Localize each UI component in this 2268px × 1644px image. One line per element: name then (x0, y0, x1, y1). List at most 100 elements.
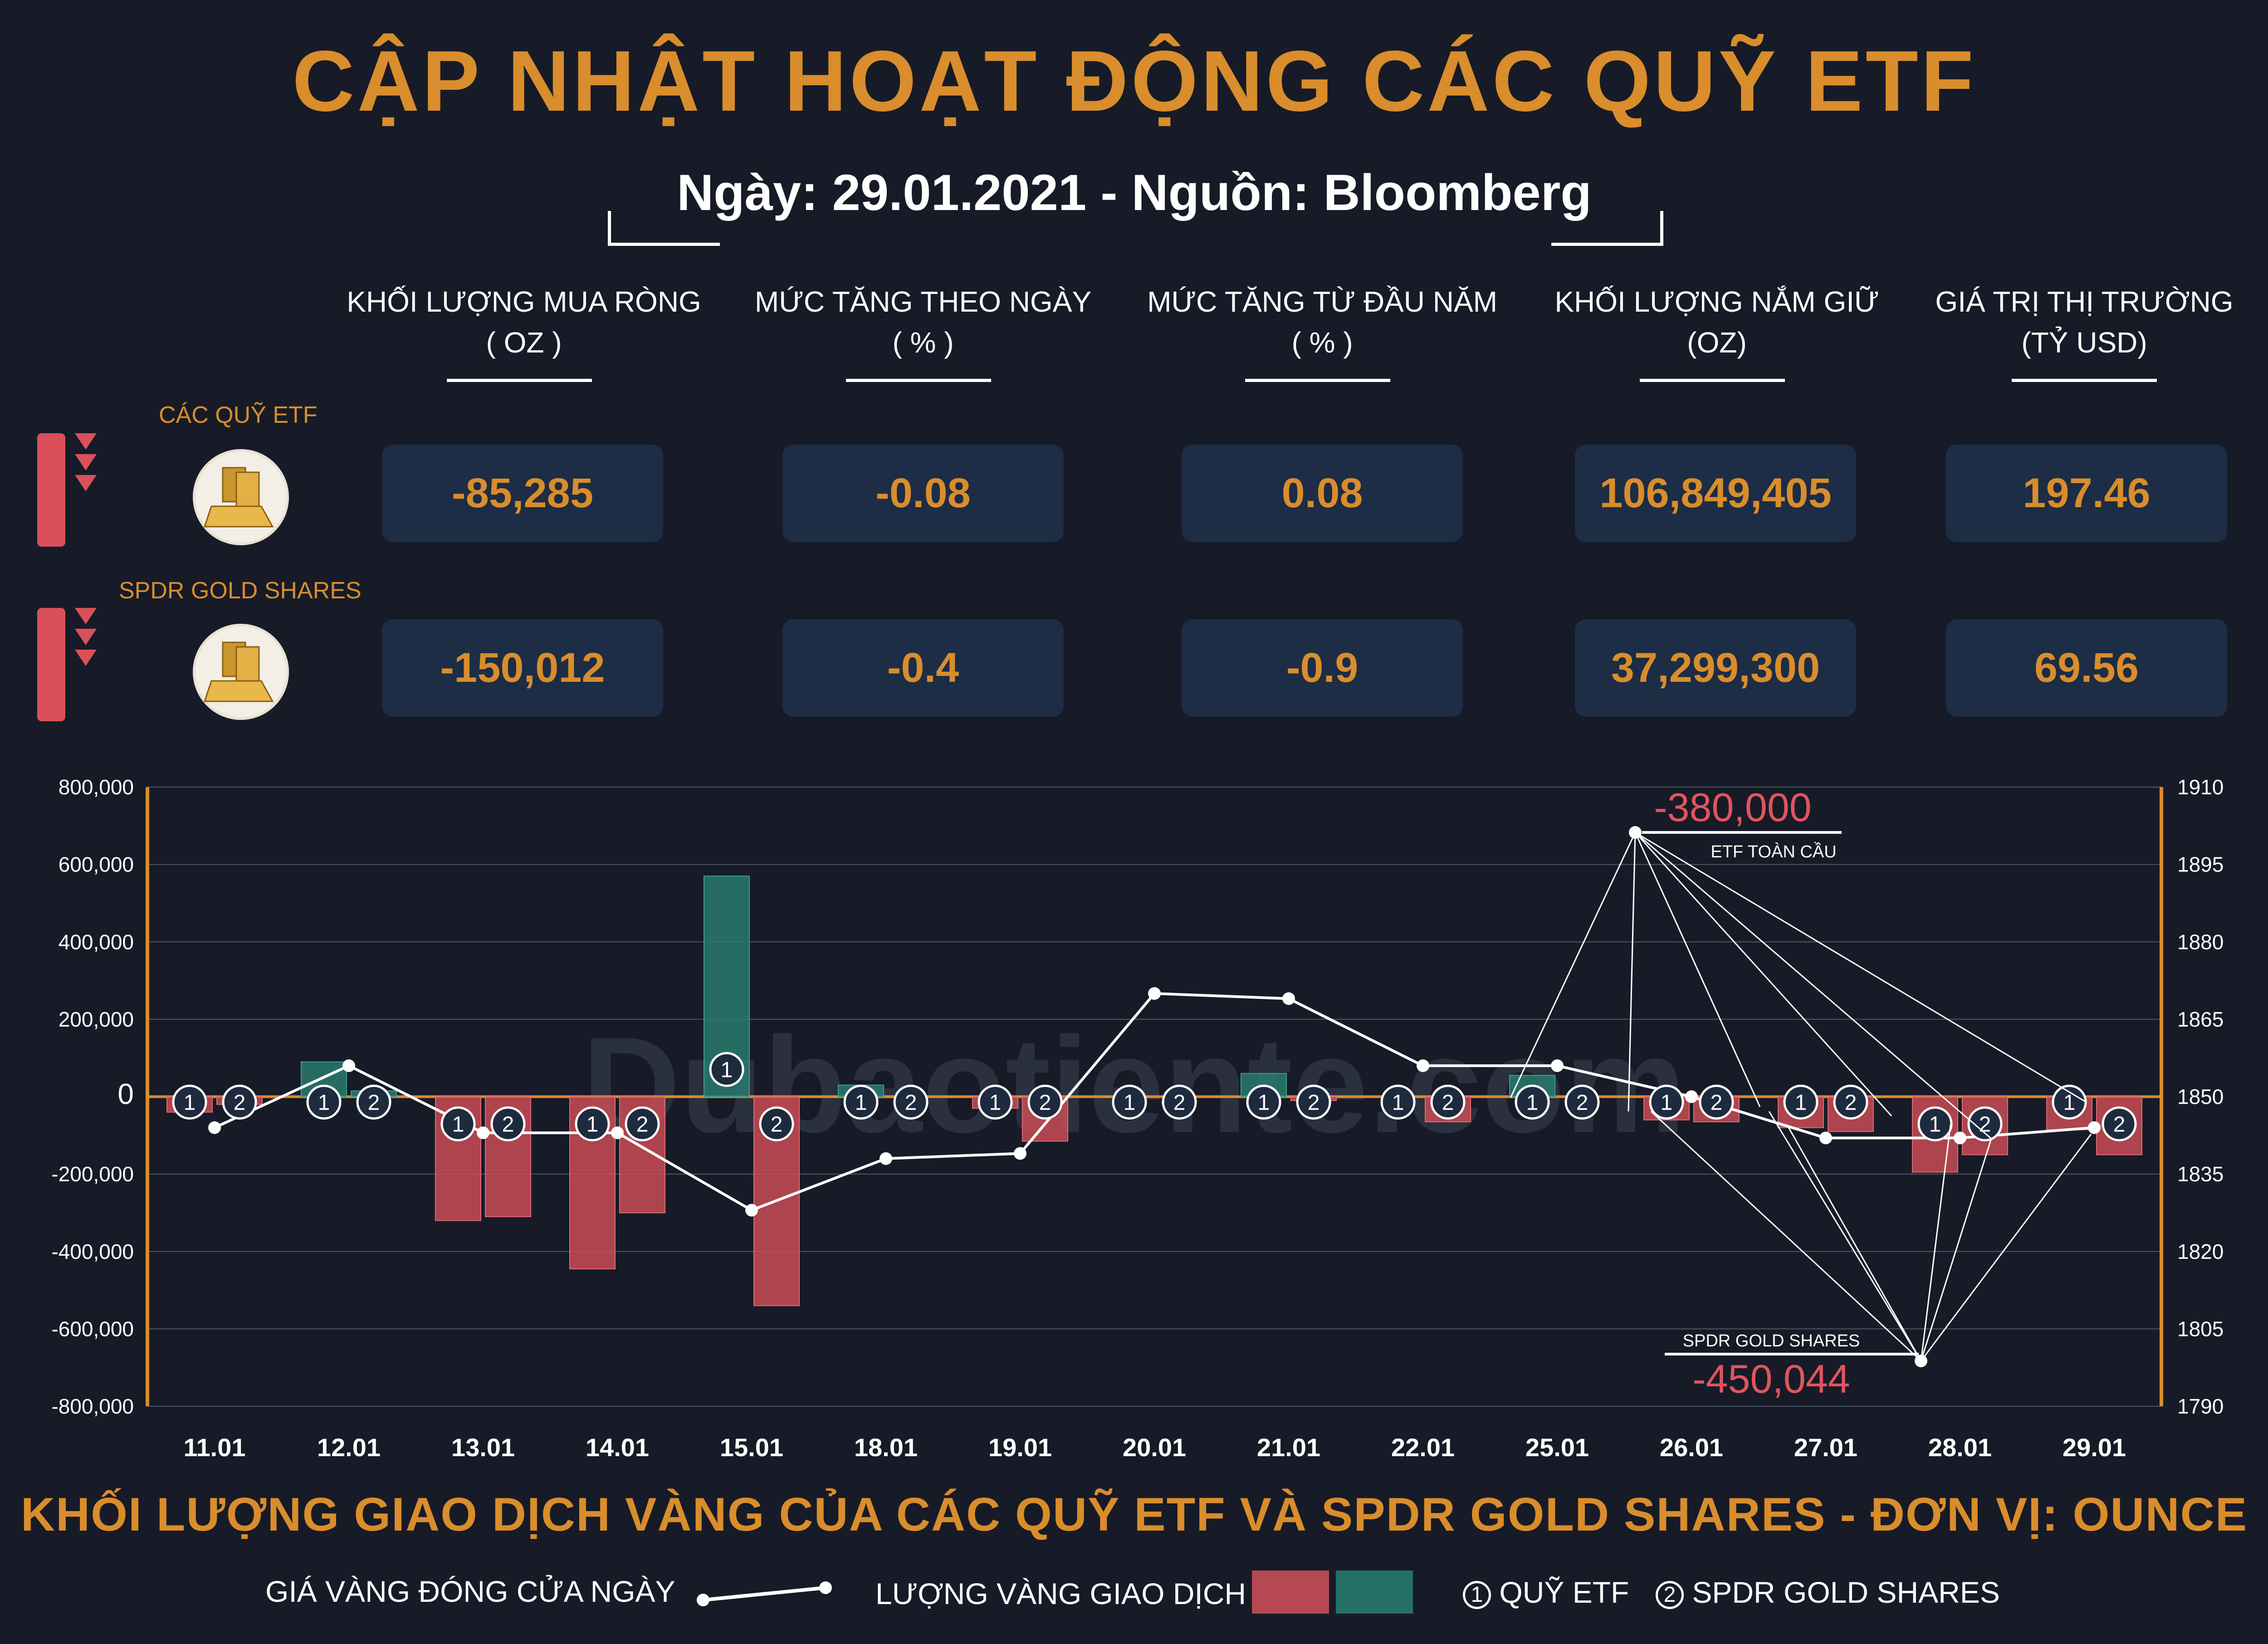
etf-marker-icon: 1 (1463, 1580, 1491, 1609)
series-marker (978, 1085, 1013, 1120)
price-point (1014, 1147, 1026, 1160)
y-tick-right: 1910 (2177, 775, 2224, 799)
y-tick-left: 400,000 (59, 930, 134, 954)
value-holdings-etf: 106,849,405 (1575, 445, 1856, 542)
y-tick-right: 1820 (2177, 1240, 2224, 1263)
series-marker-number: 1 (1795, 1091, 1807, 1115)
annotation-value-etf: -380,000 (1654, 785, 1811, 830)
price-point (1417, 1059, 1429, 1072)
series-marker-number: 1 (184, 1091, 196, 1115)
gold-bar-graphic (203, 467, 274, 528)
column-header-holdings: KHỐI LƯỢNG NẮM GIỮ (OZ) (1522, 281, 1912, 363)
column-header-line1: GIÁ TRỊ THỊ TRƯỜNG (1935, 285, 2234, 318)
series-marker-number: 1 (1258, 1091, 1270, 1115)
series-marker-number: 1 (318, 1091, 330, 1115)
x-tick-label: 11.01 (183, 1433, 245, 1462)
column-header-line1: MỨC TĂNG THEO NGÀY (754, 285, 1092, 318)
series-marker-number: 2 (368, 1091, 380, 1115)
y-tick-left: 0 (117, 1078, 134, 1111)
x-tick-label: 18.01 (854, 1433, 918, 1462)
column-header-line2: ( OZ ) (486, 326, 562, 359)
annotation-hub (1629, 826, 1642, 839)
x-tick-label: 15.01 (720, 1433, 783, 1462)
annotation-label-etf: ETF TOÀN CẦU (1711, 842, 1836, 861)
column-header-line2: (TỶ USD) (2021, 326, 2147, 359)
column-header-line2: (OZ) (1687, 326, 1747, 359)
grid-layer (147, 787, 2161, 1407)
x-tick-label: 25.01 (1525, 1433, 1589, 1462)
series-marker (1783, 1085, 1818, 1120)
x-tick-label: 28.01 (1928, 1433, 1992, 1462)
y-tick-right: 1805 (2177, 1317, 2224, 1341)
value-net-buy-etf: -85,285 (382, 445, 663, 542)
series-marker (1380, 1085, 1416, 1120)
row-label-spdr: SPDR GOLD SHARES (119, 577, 362, 604)
price-point (880, 1152, 892, 1165)
series-marker (1027, 1085, 1063, 1120)
annotation-leader-line (1635, 832, 1992, 1140)
series-marker (709, 1052, 744, 1087)
annotation-leader-line (1650, 1111, 1922, 1362)
series-marker-number: 1 (989, 1091, 1002, 1115)
gold-bar-icon (193, 449, 289, 545)
value-net-buy-spdr: -150,012 (382, 619, 663, 717)
series-marker (172, 1085, 207, 1120)
column-underline (846, 379, 991, 382)
bracket-left (608, 211, 720, 246)
annotation-leader-line (1768, 1111, 1922, 1361)
annotation-hub (1915, 1355, 1927, 1367)
value-daily-change-spdr: -0.4 (782, 619, 1064, 717)
series-marker (1917, 1106, 1953, 1141)
series-marker (1649, 1085, 1684, 1120)
price-point (208, 1121, 221, 1134)
annotation-leader-line (1628, 832, 1636, 1112)
column-header-line1: KHỐI LƯỢNG NẮM GIỮ (1554, 285, 1879, 318)
annotation-leader-line (1635, 832, 2087, 1103)
annotation-leader-line (1920, 1134, 2092, 1361)
series-marker-number: 2 (1039, 1091, 1051, 1115)
decline-bar-icon (37, 608, 65, 721)
legend-price-label: GIÁ VÀNG ĐÓNG CỬA NGÀY (265, 1575, 675, 1608)
annotation-leader-line (1510, 832, 1636, 1098)
series-marker-number: 1 (452, 1113, 464, 1137)
down-arrows-icon (75, 433, 97, 491)
series-marker-number: 1 (855, 1091, 867, 1115)
price-line-layer (208, 987, 2101, 1217)
x-tick-label: 14.01 (586, 1433, 649, 1462)
series-marker-number: 2 (1711, 1091, 1723, 1115)
series-marker (759, 1106, 794, 1141)
y-tick-right: 1790 (2177, 1394, 2224, 1418)
series-marker-number: 2 (234, 1091, 246, 1115)
spdr-marker-icon: 2 (1656, 1580, 1684, 1609)
decline-bar-icon (37, 433, 65, 547)
legend-volume-label: LƯỢNG VÀNG GIAO DỊCH (875, 1577, 1246, 1610)
series-marker-number: 2 (502, 1113, 514, 1137)
series-marker (2102, 1106, 2137, 1141)
y-tick-left: 800,000 (59, 775, 134, 799)
x-tick-label: 20.01 (1123, 1433, 1186, 1462)
y-tick-left: -200,000 (51, 1162, 134, 1186)
column-header-line2: ( % ) (892, 326, 954, 359)
series-marker (625, 1106, 660, 1141)
series-marker (1699, 1085, 1734, 1120)
y-tick-left: -800,000 (51, 1394, 134, 1418)
page-subtitle: Ngày: 29.01.2021 - Nguồn: Bloomberg (677, 164, 1592, 221)
y-tick-left: 200,000 (59, 1008, 134, 1031)
annotation-label-spdr: SPDR GOLD SHARES (1683, 1331, 1860, 1350)
column-underline (1245, 379, 1390, 382)
page-title: CẬP NHẬT HOẠT ĐỘNG CÁC QUỸ ETF (292, 33, 1976, 129)
annotation-layer: -380,000 ETF TOÀN CẦU SPDR GOLD SHARES -450… (1510, 785, 2092, 1401)
series-marker-number: 2 (2113, 1113, 2126, 1137)
gold-bar-icon (193, 624, 289, 720)
series-marker (1967, 1106, 2003, 1141)
y-tick-right: 1880 (2177, 930, 2224, 954)
legend-etf-label: QUỸ ETF (1499, 1576, 1629, 1609)
series-marker (1430, 1085, 1466, 1120)
column-header-ytd-change: MỨC TĂNG TỪ ĐẦU NĂM ( % ) (1127, 281, 1517, 363)
x-tick-label: 12.01 (317, 1433, 381, 1462)
y-tick-right: 1895 (2177, 853, 2224, 876)
price-point (342, 1059, 355, 1072)
x-tick-label: 29.01 (2063, 1433, 2126, 1462)
value-ytd-change-spdr: -0.9 (1182, 619, 1463, 717)
